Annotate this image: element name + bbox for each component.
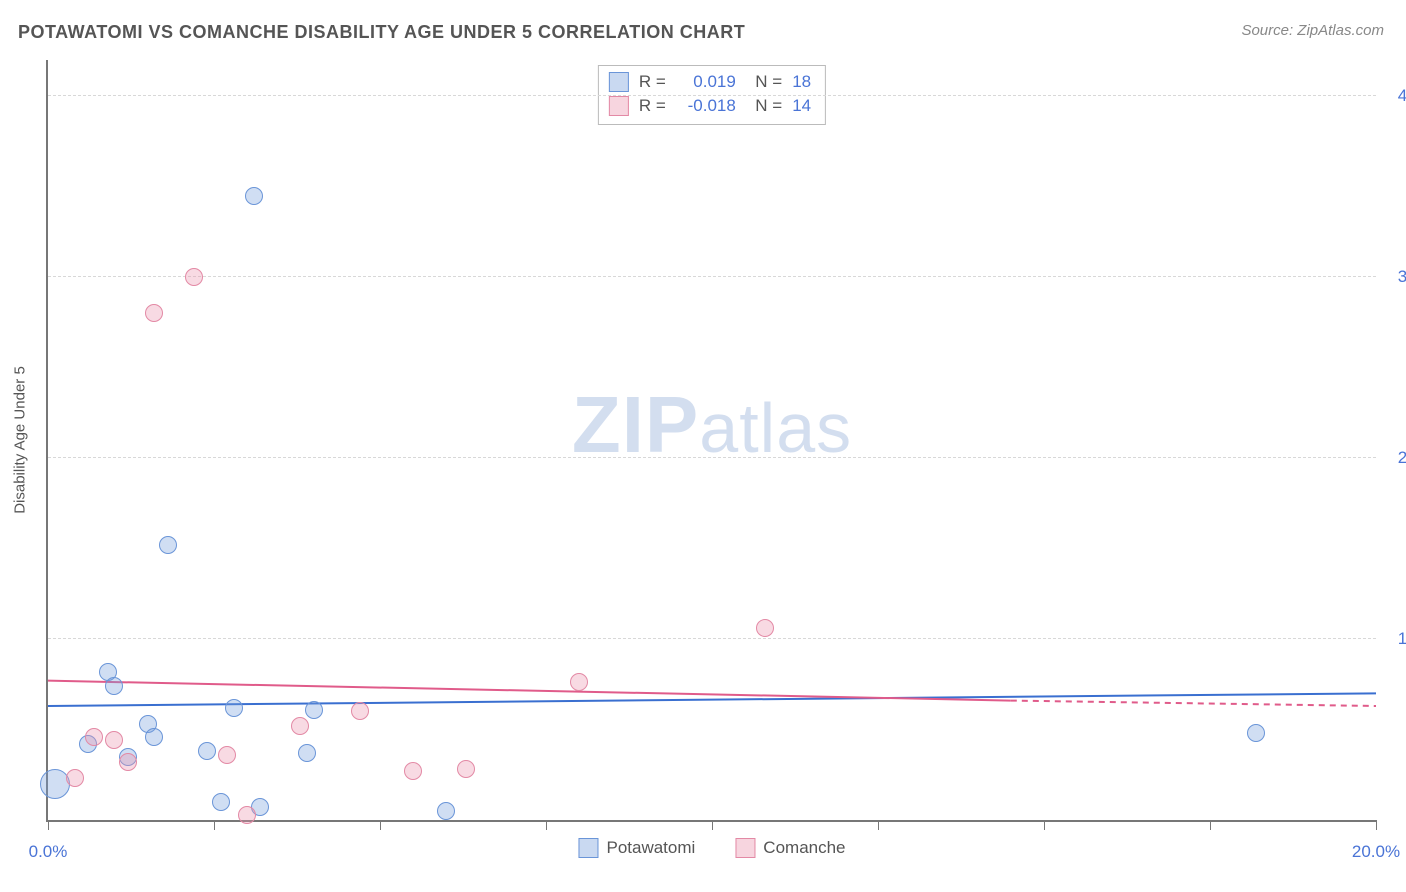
x-tick [546,820,547,830]
x-tick [380,820,381,830]
data-point [570,673,588,691]
x-tick [712,820,713,830]
data-point [298,744,316,762]
gridline-h [48,457,1376,458]
gridline-h [48,276,1376,277]
data-point [756,619,774,637]
stats-row-comanche: R = -0.018 N = 14 [609,94,811,118]
data-point [40,769,70,799]
data-point [457,760,475,778]
data-point [185,268,203,286]
data-point [145,728,163,746]
trendline [48,681,1011,701]
data-point [245,187,263,205]
data-point [1247,724,1265,742]
data-point [404,762,422,780]
swatch-pink-icon [609,96,629,116]
trendline-dash [1011,701,1376,706]
stats-n-label: N = [746,94,782,118]
stats-r-label: R = [639,94,666,118]
stats-n-value-1: 18 [792,70,811,94]
stats-r-value-1: 0.019 [676,70,736,94]
stats-r-value-2: -0.018 [676,94,736,118]
y-tick-label: 30.0% [1386,267,1406,287]
swatch-blue-icon [578,838,598,858]
stats-n-value-2: 14 [792,94,811,118]
x-tick [214,820,215,830]
x-tick [1210,820,1211,830]
legend-label: Comanche [763,838,845,858]
swatch-blue-icon [609,72,629,92]
data-point [437,802,455,820]
data-point [238,806,256,824]
data-point [212,793,230,811]
data-point [305,701,323,719]
data-point [225,699,243,717]
x-tick [878,820,879,830]
legend: Potawatomi Comanche [578,838,845,858]
x-tick-label: 20.0% [1352,842,1400,862]
x-tick-label: 0.0% [29,842,68,862]
data-point [66,769,84,787]
chart-source: Source: ZipAtlas.com [1241,22,1384,39]
data-point [145,304,163,322]
y-axis-title: Disability Age Under 5 [12,366,29,514]
data-point [351,702,369,720]
data-point [85,728,103,746]
legend-item-comanche: Comanche [735,838,845,858]
data-point [218,746,236,764]
x-tick [1376,820,1377,830]
y-tick-label: 10.0% [1386,629,1406,649]
data-point [198,742,216,760]
x-tick [1044,820,1045,830]
chart-title: POTAWATOMI VS COMANCHE DISABILITY AGE UN… [18,22,745,43]
y-tick-label: 20.0% [1386,448,1406,468]
gridline-h [48,638,1376,639]
trendline [48,693,1376,706]
data-point [105,731,123,749]
data-point [159,536,177,554]
stats-r-label: R = [639,70,666,94]
chart-container: POTAWATOMI VS COMANCHE DISABILITY AGE UN… [0,0,1406,892]
x-tick [48,820,49,830]
y-tick-label: 40.0% [1386,86,1406,106]
swatch-pink-icon [735,838,755,858]
data-point [119,753,137,771]
data-point [105,677,123,695]
data-point [291,717,309,735]
stats-n-label: N = [746,70,782,94]
legend-label: Potawatomi [606,838,695,858]
stats-row-potawatomi: R = 0.019 N = 18 [609,70,811,94]
gridline-h [48,95,1376,96]
plot-area: ZIPatlas Disability Age Under 5 R = 0.01… [46,60,1376,822]
trendlines-svg [48,60,1376,820]
legend-item-potawatomi: Potawatomi [578,838,695,858]
